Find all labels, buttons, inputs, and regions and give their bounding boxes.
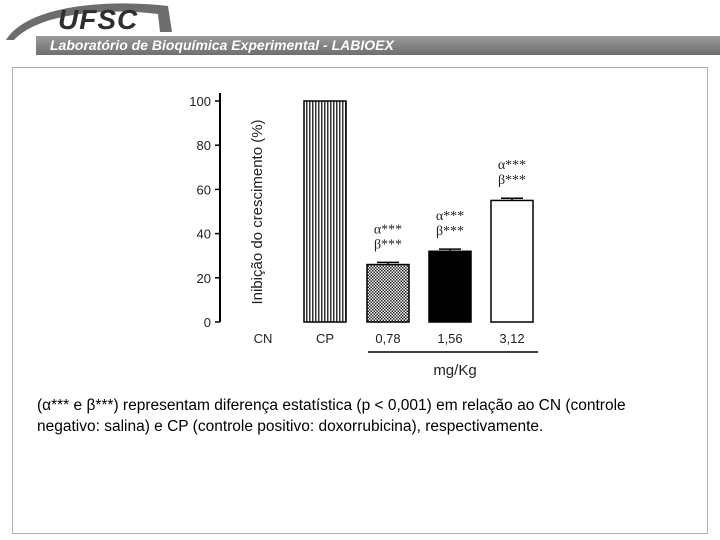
- bar-3-12: [490, 199, 534, 323]
- significance-labels: α***β***α***β***α***β***: [374, 158, 526, 252]
- category-label: CP: [316, 331, 334, 346]
- header: UFSC Laboratório de Bioquímica Experimen…: [0, 0, 720, 60]
- significance-label: α***: [498, 158, 526, 173]
- banner-bar: [36, 36, 720, 55]
- significance-label: β***: [498, 173, 526, 188]
- significance-label: β***: [374, 237, 402, 252]
- significance-label: β***: [436, 224, 464, 239]
- y-tick-label: 40: [197, 227, 211, 242]
- category-labels: CN CP 0,78 1,56 3,12: [254, 331, 525, 346]
- bars: [303, 100, 534, 323]
- y-tick-label: 20: [197, 271, 211, 286]
- y-axis: 0 20 40 60 80 100: [189, 93, 221, 330]
- significance-label: α***: [436, 209, 464, 224]
- bar-0-78: [366, 263, 410, 323]
- logo-swoosh: [6, 3, 172, 40]
- caption: (α*** e β***) representam diferença esta…: [37, 397, 626, 435]
- category-label: 0,78: [375, 331, 400, 346]
- category-label: 3,12: [499, 331, 524, 346]
- y-tick-label: 60: [197, 182, 211, 197]
- logo: UFSC: [58, 4, 139, 35]
- bar-CP: [303, 100, 347, 323]
- y-tick-label: 0: [204, 315, 211, 330]
- category-label: 1,56: [437, 331, 462, 346]
- y-axis-title: Inibição do crescimento (%): [249, 119, 266, 304]
- banner-title: Laboratório de Bioquímica Experimental -…: [50, 37, 394, 53]
- y-tick-label: 100: [189, 94, 211, 109]
- bar-1-56: [428, 250, 472, 323]
- x-axis-label: mg/Kg: [433, 362, 476, 379]
- y-tick-label: 80: [197, 138, 211, 153]
- content-frame: [12, 67, 708, 534]
- category-label: CN: [254, 331, 273, 346]
- significance-label: α***: [374, 222, 402, 237]
- y-axis-label: Inibição do crescimento (%): [249, 119, 266, 304]
